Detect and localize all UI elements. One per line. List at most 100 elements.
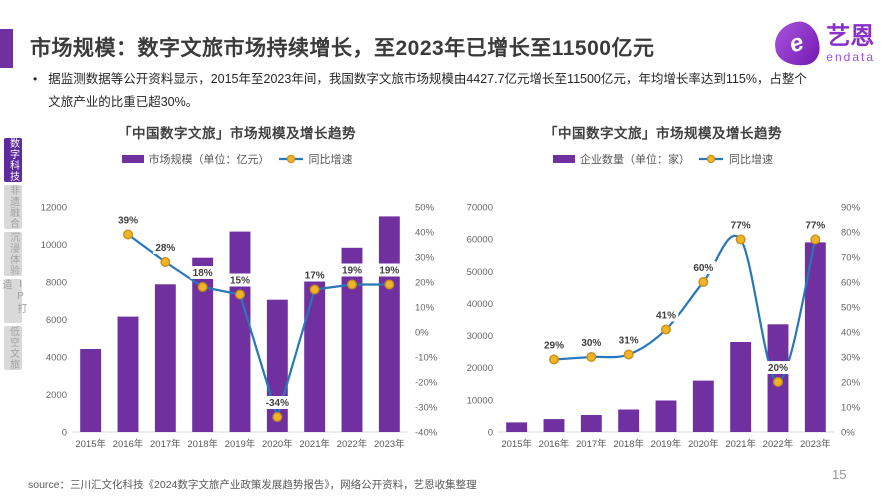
- summary-bullet: • 据监测数据等公开资料显示，2015年至2023年间，我国数字文旅市场规模由4…: [33, 68, 815, 114]
- legend-bar-label: 企业数量（单位：家）: [580, 154, 690, 166]
- svg-text:29%: 29%: [544, 341, 564, 352]
- svg-text:77%: 77%: [805, 221, 825, 232]
- svg-text:17%: 17%: [305, 271, 325, 282]
- svg-text:2015年: 2015年: [501, 438, 532, 450]
- svg-text:-30%: -30%: [415, 403, 438, 414]
- line-dot-swatch-icon: [699, 154, 723, 164]
- svg-text:4000: 4000: [46, 353, 67, 364]
- bullet-marker: •: [33, 72, 38, 86]
- legend-item-line: 同比增速: [698, 151, 773, 167]
- svg-text:2018年: 2018年: [187, 438, 218, 450]
- title-accent-bar: [0, 29, 13, 68]
- svg-text:60000: 60000: [467, 235, 493, 246]
- svg-text:50%: 50%: [841, 303, 861, 314]
- svg-text:-10%: -10%: [415, 353, 438, 364]
- bar-swatch-icon: [553, 155, 575, 163]
- svg-text:2019年: 2019年: [225, 438, 256, 450]
- svg-text:20%: 20%: [415, 278, 435, 289]
- legend-item-line: 同比增速: [278, 151, 353, 167]
- svg-text:80%: 80%: [841, 228, 861, 239]
- source-note: source：三川汇文化科技《2024数字文旅产业政策发展趋势报告》，网络公开资…: [28, 479, 477, 491]
- svg-text:40000: 40000: [467, 299, 493, 310]
- page-title: 市场规模：数字文旅市场持续增长，至2023年已增长至11500亿元: [30, 37, 655, 60]
- sidebar-tab-3[interactable]: 沉浸体验: [4, 232, 22, 276]
- section-tabs-sidebar: 数字科技非遗融合沉浸体验 IP打造低空文旅: [0, 138, 26, 370]
- legend-item-bar: 市场规模（单位：亿元）: [121, 151, 270, 167]
- svg-text:0%: 0%: [415, 328, 429, 339]
- svg-text:41%: 41%: [656, 311, 676, 322]
- svg-text:60%: 60%: [693, 263, 713, 274]
- svg-text:2020年: 2020年: [262, 438, 293, 450]
- left-chart-title: 「中国数字文旅」市场规模及增长趋势: [118, 126, 356, 141]
- legend-line-label: 同比增速: [729, 154, 773, 166]
- legend-bar-label: 市场规模（单位：亿元）: [148, 154, 270, 166]
- svg-text:10%: 10%: [415, 303, 435, 314]
- svg-text:20000: 20000: [467, 363, 493, 374]
- svg-text:-20%: -20%: [415, 378, 438, 389]
- svg-text:2023年: 2023年: [800, 438, 831, 450]
- svg-text:77%: 77%: [731, 221, 751, 232]
- svg-text:2000: 2000: [46, 390, 67, 401]
- svg-text:2017年: 2017年: [150, 438, 181, 450]
- svg-text:19%: 19%: [379, 266, 399, 277]
- right-chart-legend: 企业数量（单位：家） 同比增速: [452, 151, 874, 167]
- svg-text:2015年: 2015年: [75, 438, 106, 450]
- endata-logo-icon: e: [772, 19, 823, 69]
- svg-text:40%: 40%: [415, 228, 435, 239]
- svg-text:90%: 90%: [841, 203, 861, 214]
- svg-text:2016年: 2016年: [539, 438, 570, 450]
- svg-text:15%: 15%: [230, 276, 250, 287]
- legend-item-bar: 企业数量（单位：家）: [553, 151, 690, 167]
- summary-text: 据监测数据等公开资料显示，2015年至2023年间，我国数字文旅市场规模由442…: [48, 72, 807, 110]
- left-chart-svg: 0 2000 4000 6000 8000 10000 12000 -40% -30% -20% -…: [41, 203, 438, 451]
- svg-text:20%: 20%: [768, 363, 788, 374]
- svg-text:30%: 30%: [581, 338, 601, 349]
- svg-text:2020年: 2020年: [688, 438, 719, 450]
- svg-text:50000: 50000: [467, 267, 493, 278]
- svg-text:-34%: -34%: [266, 398, 289, 409]
- svg-text:10%: 10%: [841, 403, 861, 414]
- svg-text:30000: 30000: [467, 331, 493, 342]
- right-chart-panel: 「中国数字文旅」市场规模及增长趋势 企业数量（单位：家） 同比增速 0 10000…: [452, 122, 874, 463]
- right-chart-title: 「中国数字文旅」市场规模及增长趋势: [544, 126, 782, 141]
- svg-text:2022年: 2022年: [763, 438, 794, 450]
- svg-text:50%: 50%: [415, 203, 435, 214]
- line-dot-swatch-icon: [278, 154, 303, 164]
- logo-e-glyph: e: [786, 28, 809, 59]
- right-chart-svg: 0 10000 20000 30000 40000 50000 60000 70000 0% 10…: [467, 203, 861, 451]
- sidebar-tab-1[interactable]: 数字科技: [4, 138, 22, 182]
- svg-text:60%: 60%: [841, 278, 861, 289]
- svg-text:8000: 8000: [46, 278, 67, 289]
- svg-text:6000: 6000: [46, 315, 67, 326]
- svg-text:2021年: 2021年: [299, 438, 330, 450]
- svg-text:0: 0: [62, 428, 67, 439]
- svg-text:2021年: 2021年: [725, 438, 756, 450]
- svg-text:10000: 10000: [467, 395, 493, 406]
- endata-logo: e 艺恩 endata: [772, 19, 875, 69]
- bar-swatch-icon: [121, 155, 144, 163]
- svg-text:2016年: 2016年: [113, 438, 144, 450]
- svg-text:28%: 28%: [155, 243, 175, 254]
- left-chart-panel: 「中国数字文旅」市场规模及增长趋势 市场规模（单位：亿元） 同比增速 0 2000…: [26, 122, 448, 463]
- svg-text:2017年: 2017年: [576, 438, 607, 450]
- svg-text:10000: 10000: [41, 240, 67, 251]
- svg-text:2022年: 2022年: [337, 438, 368, 450]
- svg-text:0: 0: [488, 428, 493, 439]
- svg-text:31%: 31%: [619, 336, 639, 347]
- svg-text:19%: 19%: [342, 266, 362, 277]
- sidebar-tab-2[interactable]: 非遗融合: [4, 185, 22, 229]
- sidebar-tab-4[interactable]: IP打造: [0, 279, 26, 323]
- svg-text:0%: 0%: [841, 428, 855, 439]
- logo-name-cn: 艺恩: [826, 23, 875, 50]
- svg-text:20%: 20%: [841, 378, 861, 389]
- svg-text:2023年: 2023年: [374, 438, 405, 450]
- svg-text:12000: 12000: [41, 203, 67, 214]
- sidebar-tab-5[interactable]: 低空文旅: [4, 326, 22, 370]
- logo-name-en: endata: [826, 50, 875, 64]
- svg-text:2019年: 2019年: [651, 438, 682, 450]
- svg-text:-40%: -40%: [415, 428, 438, 439]
- svg-text:70000: 70000: [467, 203, 493, 214]
- svg-text:40%: 40%: [841, 328, 861, 339]
- svg-text:39%: 39%: [118, 216, 138, 227]
